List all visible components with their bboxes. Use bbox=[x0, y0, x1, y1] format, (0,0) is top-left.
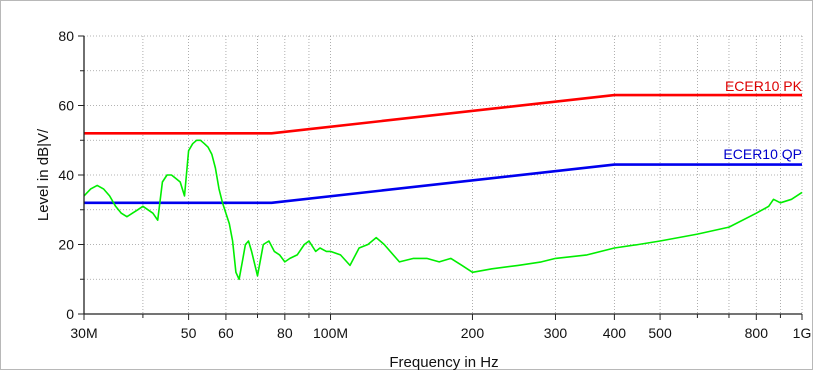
grid bbox=[84, 35, 803, 314]
x-tick-label: 60 bbox=[218, 325, 234, 341]
axis-ticks bbox=[78, 35, 803, 320]
y-tick-label: 60 bbox=[58, 98, 74, 114]
series-layer bbox=[83, 93, 803, 281]
qp-limit-label: ECER10 QP bbox=[723, 146, 802, 162]
pk-limit-line bbox=[84, 93, 802, 135]
x-tick-label: 200 bbox=[461, 325, 485, 341]
plot-area bbox=[84, 36, 802, 314]
qp-limit-line bbox=[84, 163, 802, 205]
x-axis-title: Frequency in Hz bbox=[389, 354, 498, 370]
x-tick-label: 100M bbox=[313, 325, 348, 341]
x-tick-label: 800 bbox=[745, 325, 769, 341]
y-tick-label: 0 bbox=[66, 306, 74, 322]
x-tick-label: 1G bbox=[793, 325, 812, 341]
x-tick-labels: 30M 50 60 80 100M 200 300 400 500 800 1G bbox=[70, 325, 811, 341]
x-tick-label: 80 bbox=[277, 325, 293, 341]
x-tick-label: 300 bbox=[544, 325, 568, 341]
x-tick-label: 400 bbox=[603, 325, 627, 341]
pk-limit-label: ECER10 PK bbox=[725, 78, 803, 94]
x-tick-label: 50 bbox=[181, 325, 197, 341]
x-tick-label: 500 bbox=[648, 325, 672, 341]
y-tick-label: 20 bbox=[58, 237, 74, 253]
y-tick-labels: 0 20 40 60 80 bbox=[58, 28, 74, 322]
x-tick-label: 30M bbox=[70, 325, 97, 341]
y-axis-title: Level in dB|V/ bbox=[35, 128, 52, 221]
y-tick-label: 40 bbox=[58, 167, 74, 183]
y-tick-label: 80 bbox=[58, 28, 74, 44]
measurement-trace bbox=[83, 139, 803, 281]
